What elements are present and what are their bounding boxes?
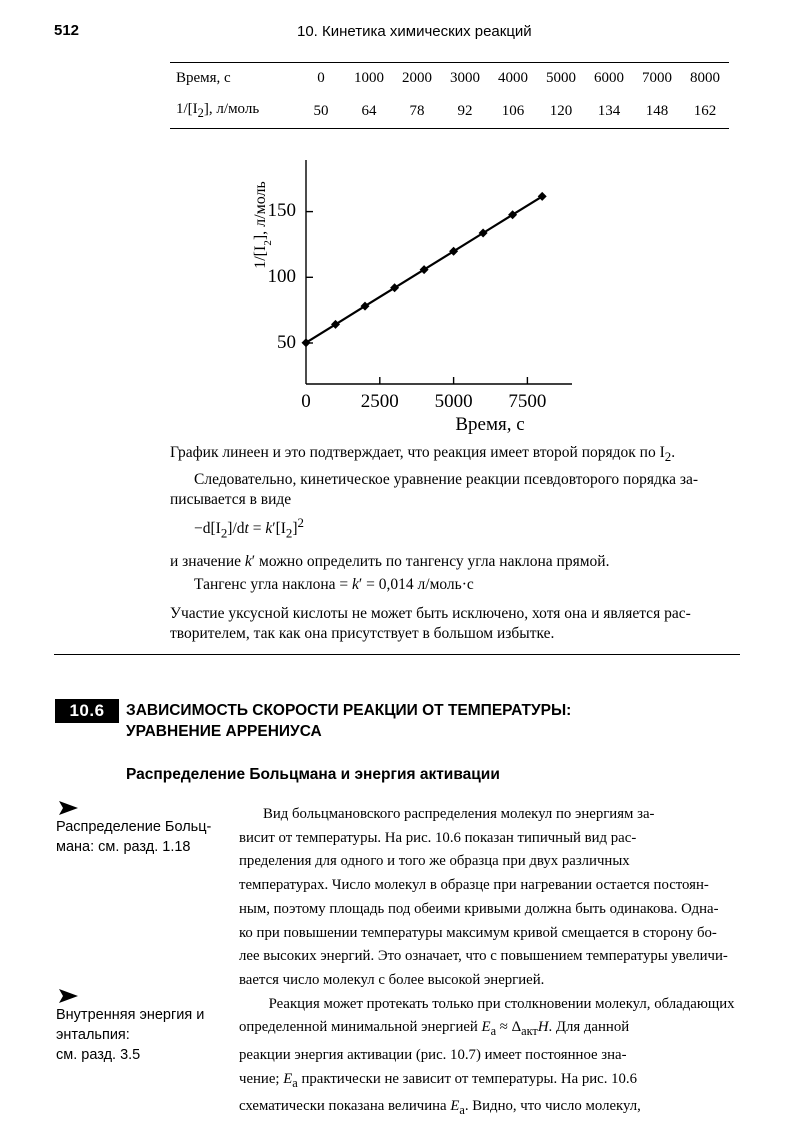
svg-text:100: 100 (268, 266, 297, 287)
svg-text:5000: 5000 (435, 391, 473, 412)
svg-text:1/[I2], л/моль: 1/[I2], л/моль (252, 181, 274, 269)
svg-text:50: 50 (277, 332, 296, 353)
svg-text:7500: 7500 (508, 391, 546, 412)
svg-text:2500: 2500 (361, 391, 399, 412)
svg-text:150: 150 (268, 200, 297, 221)
svg-text:0: 0 (301, 391, 311, 412)
svg-text:Время, с: Время, с (455, 414, 524, 435)
